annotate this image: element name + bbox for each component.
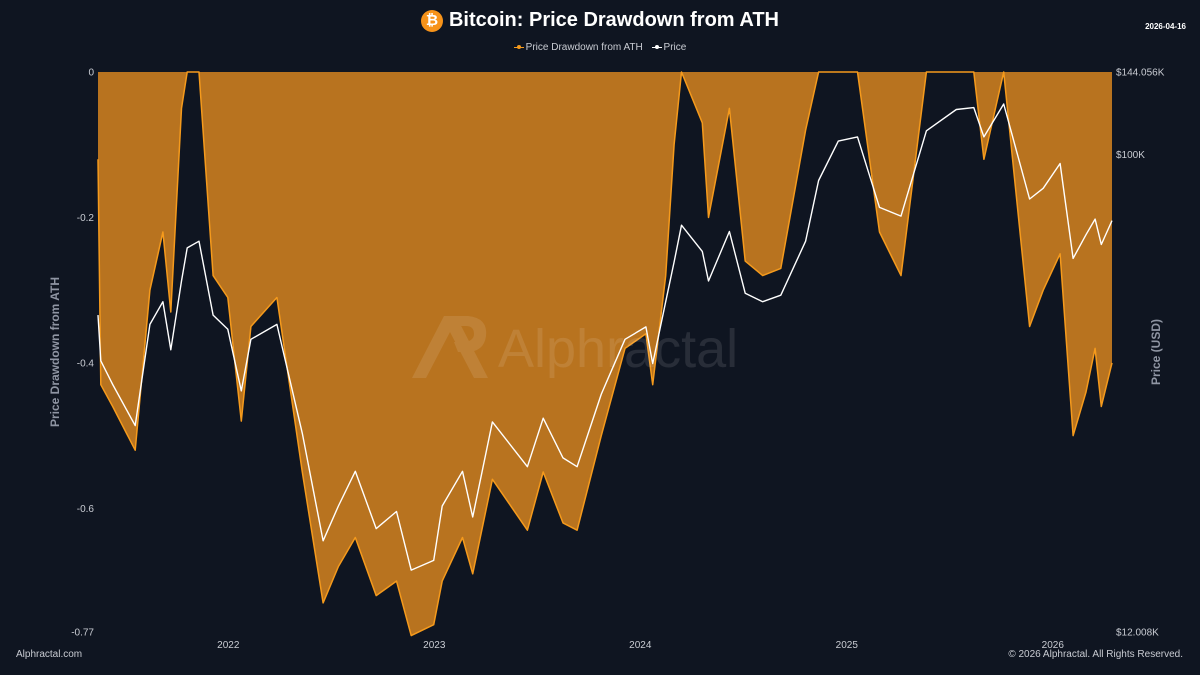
price-line <box>97 103 1113 571</box>
legend-item-price[interactable]: Price <box>651 42 687 53</box>
x-axis-tick-label: 2023 <box>423 640 446 651</box>
drawdown-line <box>97 71 1113 637</box>
left-axis-tick-label: -0.2 <box>77 213 95 224</box>
plot-area <box>97 71 1113 637</box>
alphractal-logo-icon <box>412 316 488 378</box>
drawdown-area <box>98 72 1112 636</box>
x-axis-tick-label: 2026 <box>1042 640 1065 651</box>
left-axis-tick-label: 0 <box>88 68 94 79</box>
left-axis-title: Price Drawdown from ATH <box>48 277 62 427</box>
right-axis-tick-label: $12.008K <box>1116 628 1159 639</box>
legend: Price Drawdown from ATH Price <box>0 42 1200 53</box>
x-axis-tick-label: 2025 <box>836 640 859 651</box>
watermark: Alphractal <box>408 312 738 387</box>
date-label: 2026-04-16 <box>1145 22 1186 31</box>
footer-site: Alphractal.com <box>16 649 83 660</box>
axes: Price Drawdown from ATH Price (USD) 0 -0.… <box>48 68 1165 652</box>
footer-copyright: © 2026 Alphractal. All Rights Reserved. <box>1008 649 1183 660</box>
legend-drawdown-label: Price Drawdown from ATH <box>525 42 643 53</box>
legend-price-label: Price <box>663 42 687 53</box>
right-axis-tick-label: $100K <box>1116 150 1145 161</box>
legend-drawdown-marker-icon <box>513 43 524 51</box>
right-axis-tick-label: $144.056K <box>1116 68 1165 79</box>
title-text: Bitcoin: Price Drawdown from ATH <box>448 9 780 31</box>
chart-title: ₿ Bitcoin: Price Drawdown from ATH <box>0 9 1200 32</box>
x-axis-tick-label: 2024 <box>629 640 652 651</box>
left-axis-tick-label: -0.77 <box>71 628 94 639</box>
x-axis-tick-label: 2022 <box>217 640 240 651</box>
watermark-text: Alphractal <box>498 319 739 379</box>
right-axis-title: Price (USD) <box>1149 319 1163 385</box>
left-axis-tick-label: -0.6 <box>77 504 95 515</box>
left-axis-tick-label: -0.4 <box>77 358 95 369</box>
bitcoin-icon: ₿ <box>420 9 443 32</box>
legend-price-marker-icon <box>651 43 662 51</box>
legend-item-drawdown[interactable]: Price Drawdown from ATH <box>513 42 643 53</box>
